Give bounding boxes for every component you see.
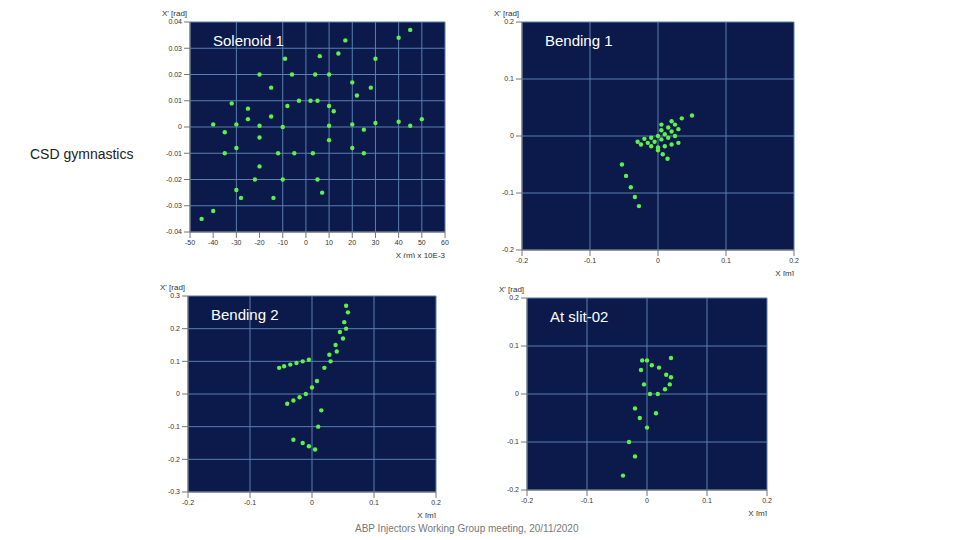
svg-text:-0.1: -0.1	[502, 189, 514, 196]
svg-text:0.2: 0.2	[762, 497, 772, 504]
svg-text:0: 0	[304, 239, 308, 246]
svg-text:0: 0	[656, 257, 660, 264]
svg-text:40: 40	[395, 239, 403, 246]
svg-text:-0.1: -0.1	[584, 257, 596, 264]
svg-text:0.1: 0.1	[369, 499, 379, 506]
svg-text:-0.1: -0.1	[244, 499, 256, 506]
svg-text:X [m]: X [m]	[748, 509, 767, 516]
svg-text:-0.1: -0.1	[507, 438, 519, 445]
svg-text:-20: -20	[254, 239, 264, 246]
svg-text:0.2: 0.2	[509, 294, 519, 301]
svg-text:X [m]: X [m]	[417, 511, 436, 518]
svg-text:-0.2: -0.2	[521, 497, 533, 504]
svg-text:0.1: 0.1	[170, 358, 180, 365]
svg-text:-30: -30	[231, 239, 241, 246]
html-text:X' [rad]: X' [rad]	[162, 9, 188, 18]
html-text:X' [rad]: X' [rad]	[494, 9, 520, 18]
html-text:X' [rad]: X' [rad]	[160, 283, 186, 292]
svg-text:-0.04: -0.04	[166, 228, 182, 235]
svg-text:0.1: 0.1	[702, 497, 712, 504]
svg-text:-0.1: -0.1	[581, 497, 593, 504]
svg-text:0.2: 0.2	[504, 18, 514, 25]
svg-text:0: 0	[645, 497, 649, 504]
svg-text:-0.3: -0.3	[168, 488, 180, 495]
svg-text:-0.2: -0.2	[502, 246, 514, 253]
svg-text:-0.02: -0.02	[166, 176, 182, 183]
svg-text:-0.2: -0.2	[507, 486, 519, 493]
svg-text:-10: -10	[278, 239, 288, 246]
svg-text:0.1: 0.1	[509, 342, 519, 349]
svg-text:0.04: 0.04	[168, 18, 182, 25]
svg-text:0: 0	[515, 390, 519, 397]
svg-text:10: 10	[325, 239, 333, 246]
svg-text:0.1: 0.1	[504, 75, 514, 82]
html-text:ABP Injectors Working Group me: ABP Injectors Working Group meeting, 20/…	[355, 523, 579, 534]
svg-text:-0.2: -0.2	[516, 257, 528, 264]
svg-text:60: 60	[441, 239, 449, 246]
html-text:At slit-02: At slit-02	[550, 308, 609, 325]
svg-text:-0.2: -0.2	[182, 499, 194, 506]
svg-text:0.01: 0.01	[168, 97, 182, 104]
svg-text:20: 20	[348, 239, 356, 246]
svg-text:-40: -40	[208, 239, 218, 246]
svg-text:0.03: 0.03	[168, 45, 182, 52]
svg-text:0.02: 0.02	[168, 71, 182, 78]
html-text:Solenoid 1: Solenoid 1	[213, 32, 284, 49]
svg-text:0.1: 0.1	[721, 257, 731, 264]
svg-text:50: 50	[418, 239, 426, 246]
svg-text:0: 0	[176, 390, 180, 397]
svg-text:0: 0	[178, 123, 182, 130]
html-text:X' [rad]: X' [rad]	[499, 285, 525, 294]
svg-text:30: 30	[372, 239, 380, 246]
html-text:Bending 2: Bending 2	[211, 306, 279, 323]
svg-text:0.2: 0.2	[431, 499, 441, 506]
svg-text:-0.01: -0.01	[166, 150, 182, 157]
svg-text:0.2: 0.2	[789, 257, 799, 264]
svg-text:0: 0	[310, 499, 314, 506]
html-text:CSD gymnastics: CSD gymnastics	[30, 146, 134, 162]
svg-text:-0.1: -0.1	[168, 423, 180, 430]
svg-text:0: 0	[510, 132, 514, 139]
html-text:Bending 1: Bending 1	[545, 32, 613, 49]
svg-text:0.2: 0.2	[170, 325, 180, 332]
svg-text:-50: -50	[185, 239, 195, 246]
svg-text:-0.2: -0.2	[168, 456, 180, 463]
svg-text:-0.03: -0.03	[166, 202, 182, 209]
svg-text:X (m) x 10E-3: X (m) x 10E-3	[396, 251, 446, 258]
svg-text:X [m]: X [m]	[775, 269, 794, 276]
svg-text:0.3: 0.3	[170, 292, 180, 299]
